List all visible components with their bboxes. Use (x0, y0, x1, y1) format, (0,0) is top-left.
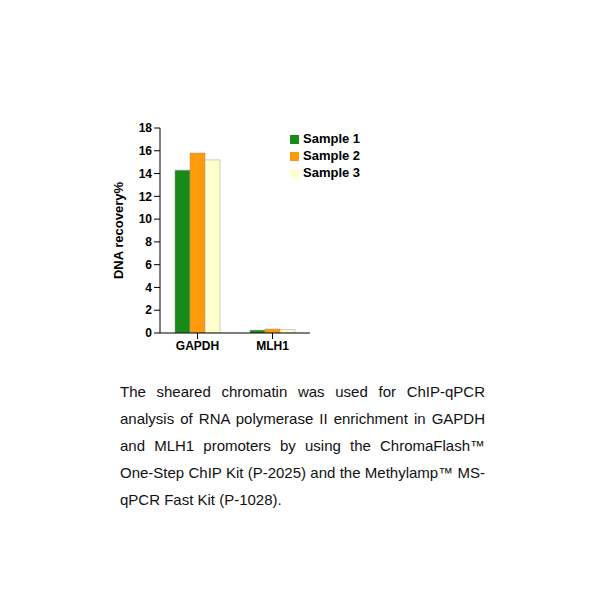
svg-text:GAPDH: GAPDH (176, 339, 219, 353)
svg-text:MLH1: MLH1 (256, 339, 289, 353)
svg-text:2: 2 (145, 303, 152, 317)
svg-text:18: 18 (139, 121, 153, 135)
svg-text:16: 16 (139, 144, 153, 158)
svg-text:8: 8 (145, 235, 152, 249)
html-text:The sheared chromatin was used: The sheared chromatin was used for ChIP-… (120, 383, 485, 508)
svg-text:10: 10 (139, 212, 153, 226)
html-text:Sample 2: Sample 2 (303, 148, 361, 163)
svg-text:4: 4 (145, 281, 152, 295)
svg-text:DNA recovery%: DNA recovery% (111, 182, 126, 280)
svg-text:0: 0 (145, 326, 152, 340)
html-text:Sample 1: Sample 1 (303, 131, 361, 146)
html-text:Sample 3: Sample 3 (303, 165, 361, 180)
svg-text:6: 6 (145, 258, 152, 272)
svg-text:14: 14 (139, 167, 153, 181)
svg-text:12: 12 (139, 190, 153, 204)
